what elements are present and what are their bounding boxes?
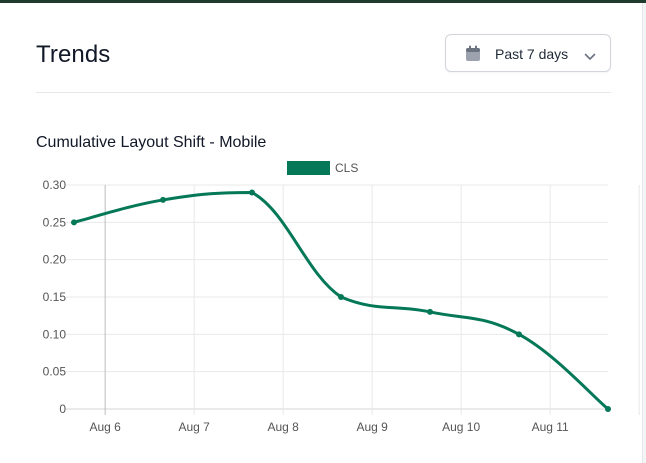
calendar-icon: [465, 45, 481, 67]
cls-data-point: [249, 189, 255, 196]
top-accent-bar: [0, 0, 646, 3]
chevron-down-icon: [584, 48, 596, 66]
y-tick-label: 0.20: [43, 253, 67, 267]
x-tick-label: Aug 11: [532, 420, 569, 434]
y-tick-label: 0.10: [43, 327, 67, 341]
cls-data-point: [605, 406, 611, 412]
x-tick-label: Aug 7: [178, 420, 210, 434]
date-range-dropdown[interactable]: Past 7 days: [445, 34, 611, 72]
y-tick-label: 0.25: [43, 215, 67, 229]
x-tick-label: Aug 6: [89, 420, 121, 434]
cls-data-point: [427, 308, 433, 315]
x-tick-label: Aug 8: [267, 420, 299, 434]
y-tick-label: 0.05: [43, 365, 67, 379]
page-title: Trends: [36, 41, 111, 68]
header-divider: [36, 92, 611, 93]
legend-label: CLS: [335, 161, 358, 175]
y-tick-label: 0: [59, 402, 66, 416]
trends-card: Trends Past 7 days Cumulative Layout Shi…: [0, 3, 643, 463]
y-tick-label: 0.15: [43, 290, 67, 304]
chart-title: Cumulative Layout Shift - Mobile: [36, 134, 267, 151]
x-tick-label: Aug 10: [442, 420, 480, 434]
cls-data-point: [516, 331, 522, 338]
date-range-label: Past 7 days: [495, 46, 569, 62]
cls-data-point: [160, 196, 166, 203]
x-tick-label: Aug 9: [356, 420, 388, 434]
cls-data-point: [71, 219, 77, 226]
y-tick-label: 0.30: [43, 178, 67, 192]
cls-data-point: [338, 294, 344, 300]
cls-series-line: [72, 190, 610, 411]
legend-swatch: [287, 161, 330, 175]
